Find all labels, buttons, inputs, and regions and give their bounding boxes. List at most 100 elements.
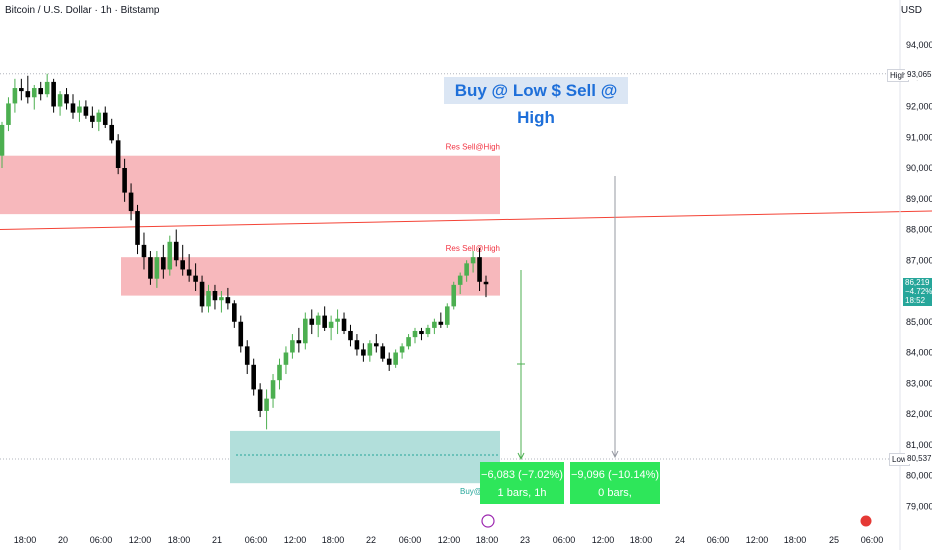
candle[interactable] <box>141 232 147 270</box>
candle[interactable] <box>444 303 450 328</box>
candle-body <box>232 303 237 322</box>
candle[interactable] <box>12 78 18 113</box>
candle[interactable] <box>225 287 231 310</box>
candle[interactable] <box>64 88 69 110</box>
candle[interactable] <box>115 134 121 175</box>
candles <box>0 73 489 430</box>
candle[interactable] <box>386 352 392 371</box>
x-tick-label: 06:00 <box>90 535 113 545</box>
candle[interactable] <box>412 327 418 344</box>
candle[interactable] <box>51 78 56 113</box>
candle[interactable] <box>96 109 102 132</box>
candle[interactable] <box>483 275 489 298</box>
candle[interactable] <box>44 73 50 98</box>
measure-box-2[interactable]: −9,096 (−10.14%) 0 bars, <box>570 462 660 504</box>
candle[interactable] <box>206 284 211 313</box>
candle[interactable] <box>212 284 218 310</box>
candle[interactable] <box>135 204 140 255</box>
candle[interactable] <box>277 358 282 390</box>
measure-2-arrow <box>611 450 619 459</box>
candle[interactable] <box>6 97 11 132</box>
candle[interactable] <box>399 343 405 359</box>
candle[interactable] <box>283 346 289 375</box>
candle[interactable] <box>186 254 192 282</box>
replay-icon[interactable] <box>481 514 495 528</box>
candle[interactable] <box>432 318 437 335</box>
candle[interactable] <box>406 334 411 350</box>
candle[interactable] <box>77 100 82 122</box>
candle[interactable] <box>173 229 179 267</box>
candle[interactable] <box>251 358 256 396</box>
candle[interactable] <box>322 306 327 331</box>
candle[interactable] <box>477 247 482 291</box>
candle[interactable] <box>296 327 302 353</box>
candle[interactable] <box>361 343 366 362</box>
candle[interactable] <box>348 324 353 347</box>
low-value: 80,537 <box>905 453 932 464</box>
candle[interactable] <box>193 263 198 291</box>
candle[interactable] <box>328 315 334 341</box>
candle[interactable] <box>25 75 31 104</box>
candle[interactable] <box>83 100 89 119</box>
candle[interactable] <box>451 281 457 310</box>
symbol-title: Bitcoin / U.S. Dollar · 1h · Bitstamp <box>5 5 160 16</box>
candle-body <box>419 330 424 335</box>
candle[interactable] <box>109 118 115 144</box>
candle[interactable] <box>419 327 424 341</box>
x-tick-label: 18:00 <box>322 535 345 545</box>
candle-body <box>438 321 444 325</box>
zone-rect[interactable] <box>230 430 500 484</box>
candle[interactable] <box>380 343 386 362</box>
candle[interactable] <box>341 312 347 335</box>
candle[interactable] <box>270 374 276 408</box>
candle-body <box>25 91 31 98</box>
candle[interactable] <box>0 121 5 168</box>
candle[interactable] <box>161 244 166 279</box>
candle[interactable] <box>70 94 76 119</box>
candle[interactable] <box>470 251 476 273</box>
candle[interactable] <box>167 235 173 276</box>
candle[interactable] <box>354 334 360 356</box>
candle[interactable] <box>57 91 63 116</box>
candle[interactable] <box>315 312 321 338</box>
candle[interactable] <box>264 389 269 430</box>
measure-box-1[interactable]: −6,083 (−7.02%) 1 bars, 1h <box>480 462 564 504</box>
candle[interactable] <box>38 81 44 101</box>
candle[interactable] <box>90 106 95 129</box>
candle[interactable] <box>128 183 134 221</box>
candle[interactable] <box>425 324 431 338</box>
candle-body <box>283 352 289 365</box>
candle[interactable] <box>180 244 185 276</box>
candle[interactable] <box>122 158 127 202</box>
candle-body <box>322 315 327 328</box>
candle[interactable] <box>303 312 308 350</box>
zone-rect[interactable] <box>121 257 500 296</box>
candle[interactable] <box>335 309 340 335</box>
candle[interactable] <box>373 334 379 353</box>
candle[interactable] <box>19 78 24 101</box>
candle[interactable] <box>464 260 469 282</box>
x-tick-label: 12:00 <box>592 535 615 545</box>
candle[interactable] <box>290 334 295 359</box>
candle[interactable] <box>244 340 250 375</box>
candle[interactable] <box>457 272 463 295</box>
candle[interactable] <box>148 251 153 285</box>
y-tick-label: 87,000 <box>906 255 932 265</box>
candle[interactable] <box>102 106 108 129</box>
candle[interactable] <box>309 309 315 335</box>
candle[interactable] <box>199 275 205 313</box>
candle[interactable] <box>393 349 398 368</box>
candle[interactable] <box>257 383 263 418</box>
zone-rect[interactable] <box>0 155 500 215</box>
candle[interactable] <box>219 291 224 313</box>
candle[interactable] <box>154 251 160 288</box>
candle[interactable] <box>238 315 244 353</box>
candle[interactable] <box>438 312 444 328</box>
candle[interactable] <box>232 300 237 328</box>
candle[interactable] <box>31 84 37 110</box>
candle-body <box>102 112 108 125</box>
last-price: 86,219 <box>905 278 930 287</box>
x-tick-label: 20 <box>58 535 68 545</box>
candle[interactable] <box>367 340 373 362</box>
